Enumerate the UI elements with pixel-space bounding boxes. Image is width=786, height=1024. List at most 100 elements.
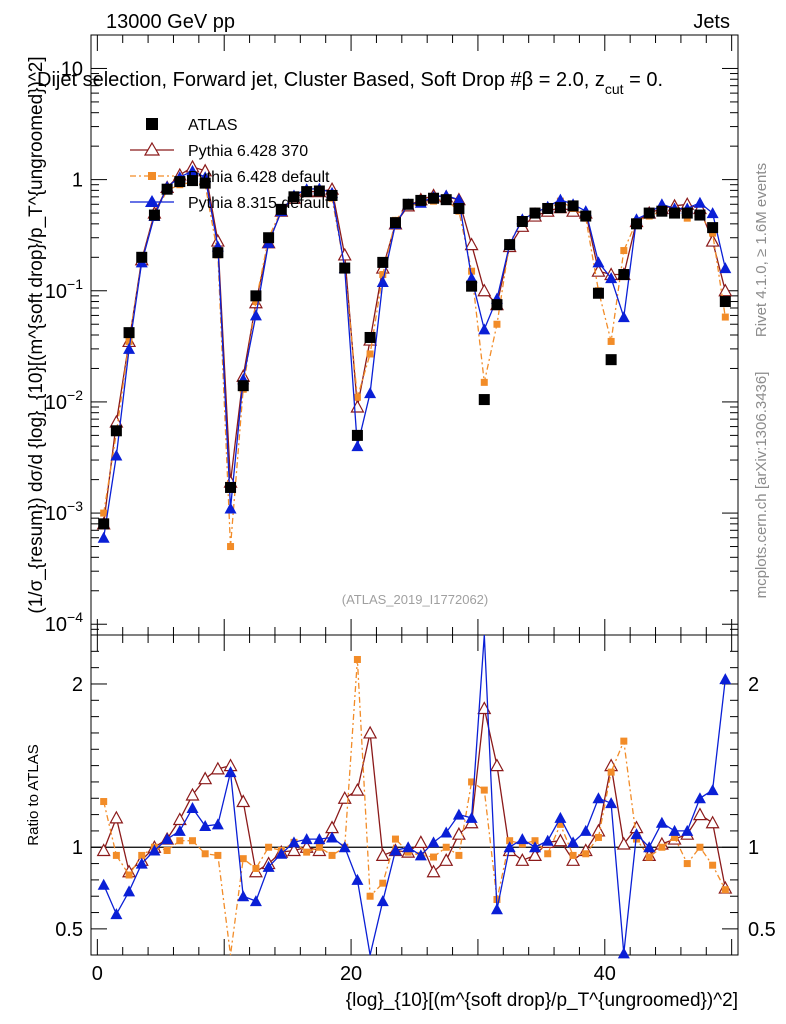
ratio-point xyxy=(224,766,237,778)
ratio-point xyxy=(201,850,209,858)
main-point xyxy=(263,232,275,244)
main-point xyxy=(718,283,733,297)
ratio-point xyxy=(706,784,719,796)
ratio-point xyxy=(123,885,136,897)
ratio-y-tick-label: 0.5 xyxy=(55,919,83,941)
main-point xyxy=(366,350,374,358)
main-point xyxy=(580,210,592,222)
ratio-point xyxy=(671,833,679,841)
main-point xyxy=(719,262,732,274)
ratio-y-tick-label-right: 0.5 xyxy=(748,919,776,941)
main-point xyxy=(237,380,249,392)
legend-label-atlas: ATLAS xyxy=(188,117,238,134)
ratio-point xyxy=(236,794,251,808)
energy-label: 13000 GeV pp xyxy=(106,11,235,33)
ratio-point xyxy=(541,834,554,846)
ratio-point xyxy=(125,871,133,879)
y-tick-label: 10 xyxy=(61,58,83,80)
ratio-point xyxy=(413,835,428,848)
main-point xyxy=(721,313,729,321)
y-tick-label: 1 xyxy=(72,170,83,192)
ratio-y-tick-label-right: 2 xyxy=(748,674,759,696)
ratio-point xyxy=(414,849,427,861)
ratio-point xyxy=(455,851,463,859)
main-point xyxy=(415,194,427,206)
ratio-point xyxy=(506,837,514,845)
main-point xyxy=(252,298,260,306)
ratio-point xyxy=(567,836,580,848)
main-point xyxy=(554,193,567,205)
main-point xyxy=(440,194,452,206)
main-point xyxy=(402,198,414,210)
selection-title: Dijet selection, Forward jet, Cluster Ba… xyxy=(37,69,663,97)
ratio-point xyxy=(442,843,450,851)
main-point xyxy=(174,176,186,188)
main-point xyxy=(353,393,361,401)
main-point xyxy=(669,207,681,219)
ratio-point xyxy=(439,853,454,866)
ratio-point xyxy=(643,841,656,853)
ratio-point xyxy=(252,864,260,872)
ratio-point xyxy=(328,851,336,859)
ratio-point xyxy=(440,826,453,838)
ratio-point xyxy=(452,808,465,820)
main-point xyxy=(618,269,630,281)
main-point xyxy=(681,207,693,219)
ratio-point xyxy=(566,853,581,866)
main-point xyxy=(491,299,503,311)
ratio-point xyxy=(161,833,174,845)
ratio-point xyxy=(683,860,691,868)
main-point xyxy=(529,207,541,219)
ratio-point xyxy=(696,843,704,851)
main-point xyxy=(707,222,719,234)
main-point xyxy=(389,217,401,229)
ratio-point xyxy=(719,673,732,685)
x-axis-title: {log}_{10}[(m^{soft drop}/p_T^{ungroomed… xyxy=(346,990,738,1011)
ratio-point xyxy=(325,820,340,834)
main-point xyxy=(136,251,148,263)
x-tick-label: 20 xyxy=(340,963,362,985)
ratio-point xyxy=(265,843,273,851)
ratio-point xyxy=(379,879,387,887)
main-series-0 xyxy=(98,175,731,530)
main-point xyxy=(620,247,628,255)
ratio-point xyxy=(681,824,694,836)
main-point xyxy=(351,429,363,441)
main-point xyxy=(465,272,478,284)
ratio-point xyxy=(366,892,374,900)
ratio-point xyxy=(109,810,124,824)
main-point xyxy=(542,202,554,214)
ratio-point xyxy=(163,847,171,855)
ratio-point xyxy=(351,873,364,885)
ratio-point xyxy=(210,761,225,775)
main-point xyxy=(110,449,123,461)
ratio-point xyxy=(427,836,440,848)
ratio-point xyxy=(326,831,339,843)
ratio-point xyxy=(516,833,529,845)
ratio-point xyxy=(582,850,590,858)
ratio-point xyxy=(709,861,717,869)
ratio-point xyxy=(655,816,668,828)
ratio-point xyxy=(594,833,602,841)
main-point xyxy=(301,186,313,198)
main-line-2 xyxy=(103,181,726,547)
y-tick-label: 10−4 xyxy=(45,609,83,636)
axis-ticks: 10−4 10−3 10−2 10−1 1 10 0 20 40 0.5 0.5 1 1 2 2 xyxy=(45,34,776,985)
main-point xyxy=(186,175,198,187)
legend-label-py6-370: Pythia 6.428 370 xyxy=(188,143,308,160)
main-point xyxy=(592,287,604,299)
ratio-point xyxy=(605,797,618,809)
ratio-point xyxy=(275,847,288,859)
ratio-point xyxy=(110,908,123,920)
ratio-point xyxy=(480,786,488,794)
main-point xyxy=(592,256,605,268)
main-point xyxy=(468,267,476,275)
ratio-point xyxy=(135,857,148,869)
main-point xyxy=(706,207,719,219)
main-point xyxy=(376,275,389,287)
ratio-point xyxy=(172,812,187,826)
ratio-point xyxy=(353,655,361,663)
ratio-point xyxy=(529,841,542,853)
ratio-point xyxy=(186,802,199,814)
